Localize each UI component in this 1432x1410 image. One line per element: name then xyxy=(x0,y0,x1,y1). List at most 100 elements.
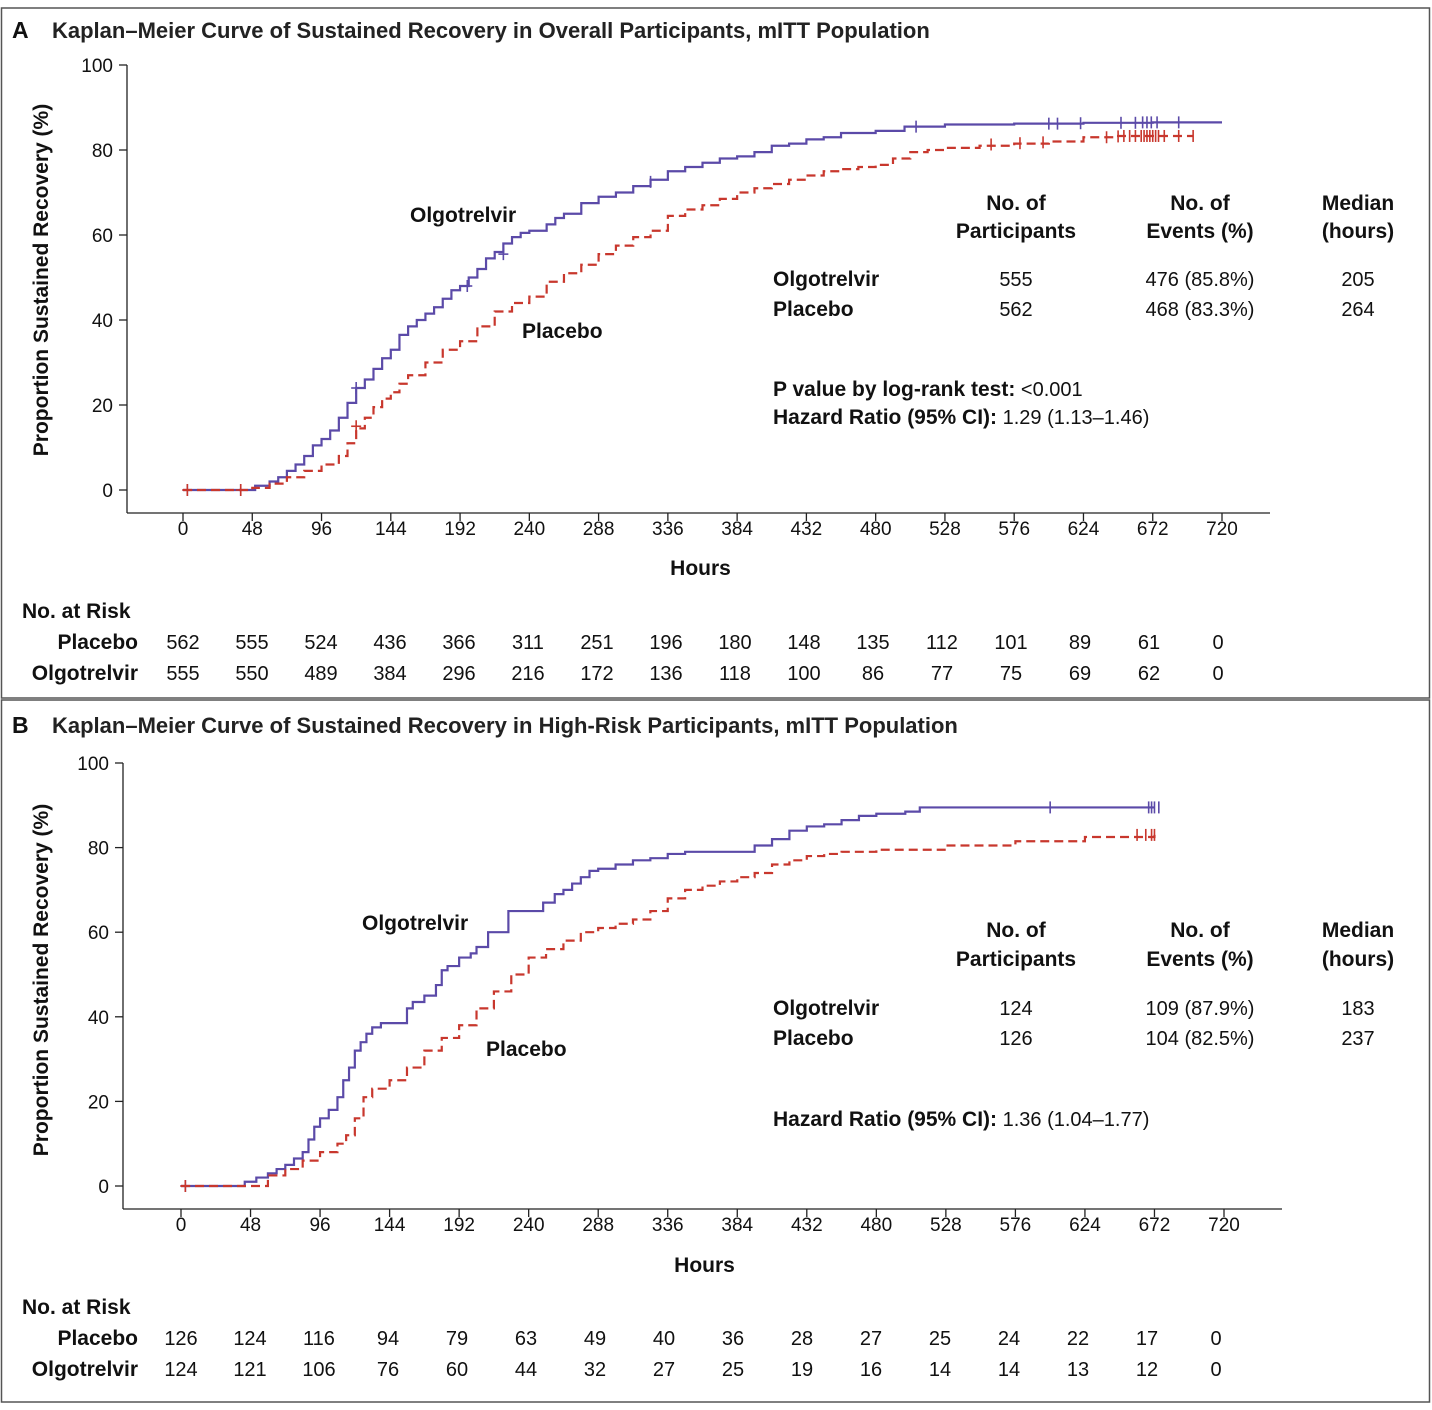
x-tick-label: 192 xyxy=(444,519,476,540)
risk-value: 25 xyxy=(929,1328,951,1350)
stat-label: P value by log-rank test: xyxy=(773,378,1015,401)
x-tick-label: 0 xyxy=(176,1215,187,1236)
risk-table-title: No. at Risk xyxy=(22,1296,131,1319)
stat-line: P value by log-rank test: <0.001 xyxy=(773,378,1083,401)
x-tick-label: 144 xyxy=(375,519,407,540)
risk-value: 180 xyxy=(718,632,751,654)
summary-median: 264 xyxy=(1341,299,1374,321)
summary-group: Olgotrelvir xyxy=(773,268,879,291)
summary-median: 237 xyxy=(1341,1028,1374,1050)
risk-value: 116 xyxy=(303,1328,335,1350)
risk-value: 0 xyxy=(1210,1328,1221,1350)
x-tick-label: 432 xyxy=(791,519,823,540)
stat-line: Hazard Ratio (95% CI): 1.36 (1.04–1.77) xyxy=(773,1108,1149,1131)
stat-label: Hazard Ratio (95% CI): xyxy=(773,1108,997,1131)
risk-value: 196 xyxy=(649,632,682,654)
y-tick-label: 40 xyxy=(88,1008,109,1029)
curve-label-placebo: Placebo xyxy=(486,1038,567,1061)
summary-header: Participants xyxy=(956,220,1076,243)
x-tick-label: 528 xyxy=(930,1215,962,1236)
risk-value: 489 xyxy=(304,663,337,685)
curve-label-placebo: Placebo xyxy=(522,320,603,343)
panel-letter: A xyxy=(12,17,29,43)
risk-value: 61 xyxy=(1138,632,1160,654)
risk-value: 124 xyxy=(164,1359,197,1381)
panel-frame xyxy=(0,7,1431,699)
series-line-placebo xyxy=(183,134,1194,492)
risk-value: 555 xyxy=(166,663,199,685)
x-tick-label: 576 xyxy=(1000,1215,1032,1236)
stat-label: Hazard Ratio (95% CI): xyxy=(773,406,997,429)
x-tick-label: 576 xyxy=(998,519,1030,540)
y-tick-label: 40 xyxy=(92,311,113,332)
risk-value: 86 xyxy=(862,663,884,685)
x-tick-label: 336 xyxy=(652,519,684,540)
x-axis-label: Hours xyxy=(670,557,731,580)
x-tick-label: 192 xyxy=(443,1215,475,1236)
risk-value: 44 xyxy=(515,1359,537,1381)
x-tick-label: 384 xyxy=(721,1215,753,1236)
risk-value: 436 xyxy=(373,632,406,654)
risk-value: 135 xyxy=(856,632,889,654)
risk-value: 106 xyxy=(302,1359,335,1381)
curve-label-olgotrelvir: Olgotrelvir xyxy=(362,912,468,935)
risk-value: 22 xyxy=(1067,1328,1089,1350)
x-tick-label: 624 xyxy=(1068,519,1100,540)
series-line-placebo xyxy=(181,834,1156,1188)
curve-label-olgotrelvir: Olgotrelvir xyxy=(410,204,516,227)
panel-letter: B xyxy=(12,712,29,738)
risk-value: 49 xyxy=(584,1328,606,1350)
x-tick-label: 720 xyxy=(1206,519,1238,540)
x-tick-label: 240 xyxy=(513,519,545,540)
stat-value: <0.001 xyxy=(1015,379,1082,401)
panel-b: B Kaplan–Meier Curve of Sustained Recover… xyxy=(0,699,1431,1403)
y-tick-label: 20 xyxy=(92,396,113,417)
x-tick-label: 288 xyxy=(582,1215,614,1236)
risk-value: 216 xyxy=(511,663,544,685)
risk-value: 60 xyxy=(446,1359,468,1381)
x-tick-label: 336 xyxy=(652,1215,684,1236)
y-tick-label: 80 xyxy=(92,141,113,162)
summary-header: Participants xyxy=(956,948,1076,971)
risk-value: 100 xyxy=(787,663,820,685)
risk-value: 75 xyxy=(1000,663,1022,685)
x-tick-label: 480 xyxy=(860,1215,892,1236)
summary-header: No. of xyxy=(1170,919,1230,942)
risk-row-label: Olgotrelvir xyxy=(32,662,138,685)
risk-value: 24 xyxy=(998,1328,1020,1350)
risk-value: 148 xyxy=(787,632,820,654)
risk-value: 36 xyxy=(722,1328,744,1350)
risk-value: 0 xyxy=(1210,1359,1221,1381)
summary-median: 183 xyxy=(1341,998,1374,1020)
risk-value: 136 xyxy=(649,663,682,685)
x-tick-label: 96 xyxy=(309,1215,330,1236)
summary-participants: 562 xyxy=(999,299,1032,321)
summary-participants: 126 xyxy=(999,1028,1032,1050)
risk-value: 89 xyxy=(1069,632,1091,654)
x-tick-label: 672 xyxy=(1137,519,1169,540)
summary-group: Olgotrelvir xyxy=(773,997,879,1020)
x-axis-label: Hours xyxy=(674,1254,735,1277)
risk-value: 118 xyxy=(719,663,751,685)
stat-value: 1.29 (1.13–1.46) xyxy=(997,407,1149,429)
x-tick-label: 48 xyxy=(240,1215,261,1236)
risk-value: 555 xyxy=(235,632,268,654)
panel-title: Kaplan–Meier Curve of Sustained Recovery… xyxy=(52,18,930,43)
summary-group: Placebo xyxy=(773,1027,854,1050)
summary-group: Placebo xyxy=(773,298,854,321)
summary-header: Events (%) xyxy=(1146,220,1253,243)
risk-value: 112 xyxy=(926,632,958,654)
x-tick-label: 288 xyxy=(583,519,615,540)
x-tick-label: 144 xyxy=(374,1215,406,1236)
panel-a: A Kaplan–Meier Curve of Sustained Recover… xyxy=(0,7,1431,699)
risk-value: 12 xyxy=(1136,1359,1158,1381)
risk-value: 524 xyxy=(304,632,337,654)
summary-events: 476 (85.8%) xyxy=(1146,269,1255,291)
risk-value: 16 xyxy=(860,1359,882,1381)
summary-participants: 555 xyxy=(999,269,1032,291)
summary-header: No. of xyxy=(986,919,1046,942)
panel-title: Kaplan–Meier Curve of Sustained Recovery… xyxy=(52,713,958,738)
risk-value: 32 xyxy=(584,1359,606,1381)
risk-row-label: Olgotrelvir xyxy=(32,1358,138,1381)
